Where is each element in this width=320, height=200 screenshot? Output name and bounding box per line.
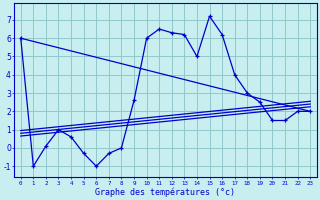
- X-axis label: Graphe des températures (°c): Graphe des températures (°c): [95, 187, 236, 197]
